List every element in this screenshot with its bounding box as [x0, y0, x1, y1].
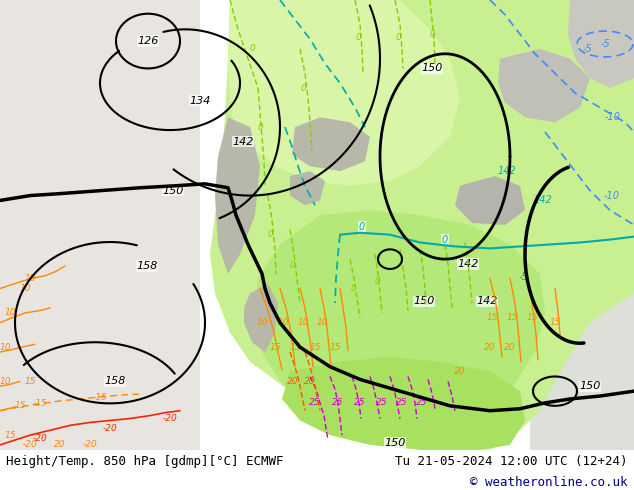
Text: 126: 126 [138, 36, 158, 46]
Polygon shape [568, 0, 634, 88]
Text: 15: 15 [549, 318, 560, 327]
Text: 142: 142 [232, 137, 254, 147]
Polygon shape [292, 117, 370, 171]
Text: Tu 21-05-2024 12:00 UTC (12+24): Tu 21-05-2024 12:00 UTC (12+24) [395, 455, 628, 468]
Text: 15: 15 [526, 313, 538, 322]
Text: 20: 20 [454, 367, 466, 376]
Text: 10: 10 [0, 377, 11, 386]
Text: 0: 0 [359, 222, 365, 232]
Polygon shape [282, 357, 525, 450]
Text: 150: 150 [413, 296, 435, 306]
Text: 10: 10 [19, 284, 31, 293]
Text: 20: 20 [304, 377, 316, 386]
Polygon shape [215, 117, 260, 274]
Text: -15: -15 [32, 399, 48, 408]
Polygon shape [244, 284, 278, 352]
Text: -20: -20 [32, 434, 48, 442]
Text: 10: 10 [24, 274, 36, 283]
Text: 134: 134 [190, 96, 210, 106]
Text: 0: 0 [442, 235, 448, 245]
Text: 0: 0 [350, 284, 356, 293]
Text: 15: 15 [289, 343, 301, 352]
Polygon shape [530, 0, 634, 450]
Text: 0: 0 [355, 33, 361, 42]
Text: 0: 0 [395, 33, 401, 42]
Text: 150: 150 [162, 186, 184, 196]
Text: 10: 10 [297, 318, 309, 327]
Text: 0: 0 [249, 45, 255, 53]
Text: 0: 0 [257, 122, 263, 132]
Polygon shape [498, 49, 590, 122]
Text: 15: 15 [486, 313, 498, 322]
Text: 15: 15 [269, 343, 281, 352]
Text: 15: 15 [309, 343, 321, 352]
Text: 15: 15 [14, 401, 26, 410]
Text: 10: 10 [256, 318, 268, 327]
Text: 142: 142 [498, 166, 516, 176]
Text: 0: 0 [289, 262, 295, 270]
Text: 15: 15 [507, 313, 518, 322]
Text: 10: 10 [277, 318, 288, 327]
Text: 10: 10 [0, 343, 11, 352]
Text: -10: -10 [605, 112, 621, 122]
Text: 10: 10 [316, 318, 328, 327]
Polygon shape [210, 0, 634, 450]
Text: -5: -5 [582, 44, 592, 54]
Text: Height/Temp. 850 hPa [gdmp][°C] ECMWF: Height/Temp. 850 hPa [gdmp][°C] ECMWF [6, 455, 284, 468]
Text: 25: 25 [417, 398, 428, 407]
Text: -20: -20 [103, 424, 117, 433]
Text: 150: 150 [384, 438, 406, 448]
Text: 150: 150 [579, 381, 600, 391]
Text: 25: 25 [332, 398, 344, 407]
Text: 10: 10 [4, 308, 16, 318]
Polygon shape [0, 0, 200, 450]
Polygon shape [228, 0, 460, 186]
Text: 142: 142 [476, 296, 498, 306]
Text: 25: 25 [376, 398, 388, 407]
Polygon shape [290, 171, 325, 205]
Text: 25: 25 [396, 398, 408, 407]
Text: 0: 0 [300, 83, 306, 93]
Text: -15: -15 [93, 393, 107, 402]
Text: © weatheronline.co.uk: © weatheronline.co.uk [470, 476, 628, 490]
Text: 20: 20 [504, 343, 515, 352]
Text: -10: -10 [604, 191, 620, 200]
Text: 0: 0 [429, 30, 435, 39]
Text: -5: -5 [600, 39, 610, 49]
Text: -20: -20 [23, 441, 37, 449]
Text: 15: 15 [329, 343, 340, 352]
Text: 20: 20 [55, 441, 66, 449]
Text: 0: 0 [374, 277, 380, 286]
Text: 158: 158 [105, 376, 126, 387]
Text: -5: -5 [518, 272, 528, 282]
Text: 15: 15 [4, 431, 16, 440]
Text: 20: 20 [484, 343, 496, 352]
Text: 15: 15 [24, 377, 36, 386]
Text: 150: 150 [422, 63, 443, 74]
Polygon shape [255, 210, 545, 440]
Polygon shape [455, 176, 525, 225]
Text: -20: -20 [163, 414, 178, 423]
Text: 20: 20 [287, 377, 299, 386]
Text: -20: -20 [82, 441, 98, 449]
Text: 25: 25 [354, 398, 366, 407]
Text: 158: 158 [136, 261, 158, 271]
Text: 142: 142 [534, 196, 552, 205]
Text: 142: 142 [457, 259, 479, 269]
Text: 0: 0 [267, 230, 273, 239]
Text: 25: 25 [309, 398, 321, 407]
